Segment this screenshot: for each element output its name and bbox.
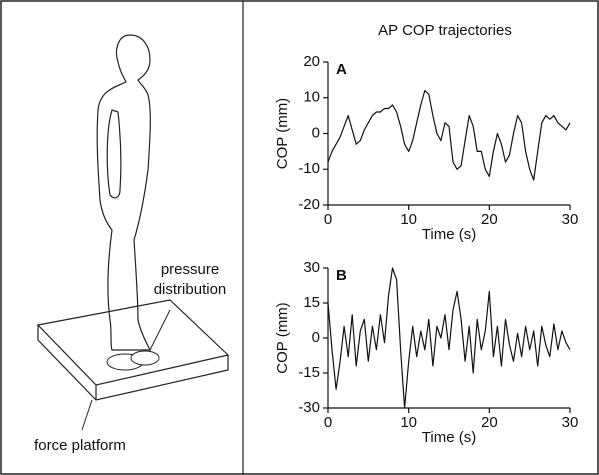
x-tick-label: 10	[400, 414, 417, 431]
y-tick-label: 0	[312, 329, 320, 346]
y-tick-label: -30	[298, 399, 320, 416]
human-outline	[96, 34, 151, 351]
diagram-label: distribution	[154, 281, 227, 298]
x-tick-label: 0	[324, 211, 332, 228]
y-tick-label: -10	[298, 160, 320, 177]
diagram-label: pressure	[161, 261, 219, 278]
y-tick-label: 20	[303, 53, 320, 70]
x-tick-label: 20	[481, 211, 498, 228]
x-tick-label: 0	[324, 414, 332, 431]
data-line	[327, 90, 571, 181]
x-tick-label: 30	[562, 211, 579, 228]
y-tick-label: -15	[298, 364, 320, 381]
force-platform	[36, 299, 230, 431]
x-axis-label: Time (s)	[422, 226, 476, 243]
x-tick-label: 30	[562, 414, 579, 431]
panel-label: B	[336, 267, 347, 284]
arrow	[81, 399, 93, 431]
y-tick-label: 10	[303, 89, 320, 106]
diagram-label: force platform	[34, 437, 126, 454]
y-tick-label: 15	[303, 294, 320, 311]
y-axis-label: COP (mm)	[274, 98, 291, 169]
x-tick-label: 10	[400, 211, 417, 228]
y-tick-label: 30	[303, 259, 320, 276]
x-axis-label: Time (s)	[422, 429, 476, 446]
figure-title: AP COP trajectories	[378, 22, 512, 39]
data-line	[327, 267, 571, 409]
y-tick-label: -20	[298, 196, 320, 213]
pressure-footprint	[130, 350, 160, 366]
panel-label: A	[336, 61, 347, 78]
y-axis-label: COP (mm)	[274, 302, 291, 373]
arrow	[149, 309, 171, 351]
y-tick-label: 0	[312, 124, 320, 141]
x-tick-label: 20	[481, 414, 498, 431]
